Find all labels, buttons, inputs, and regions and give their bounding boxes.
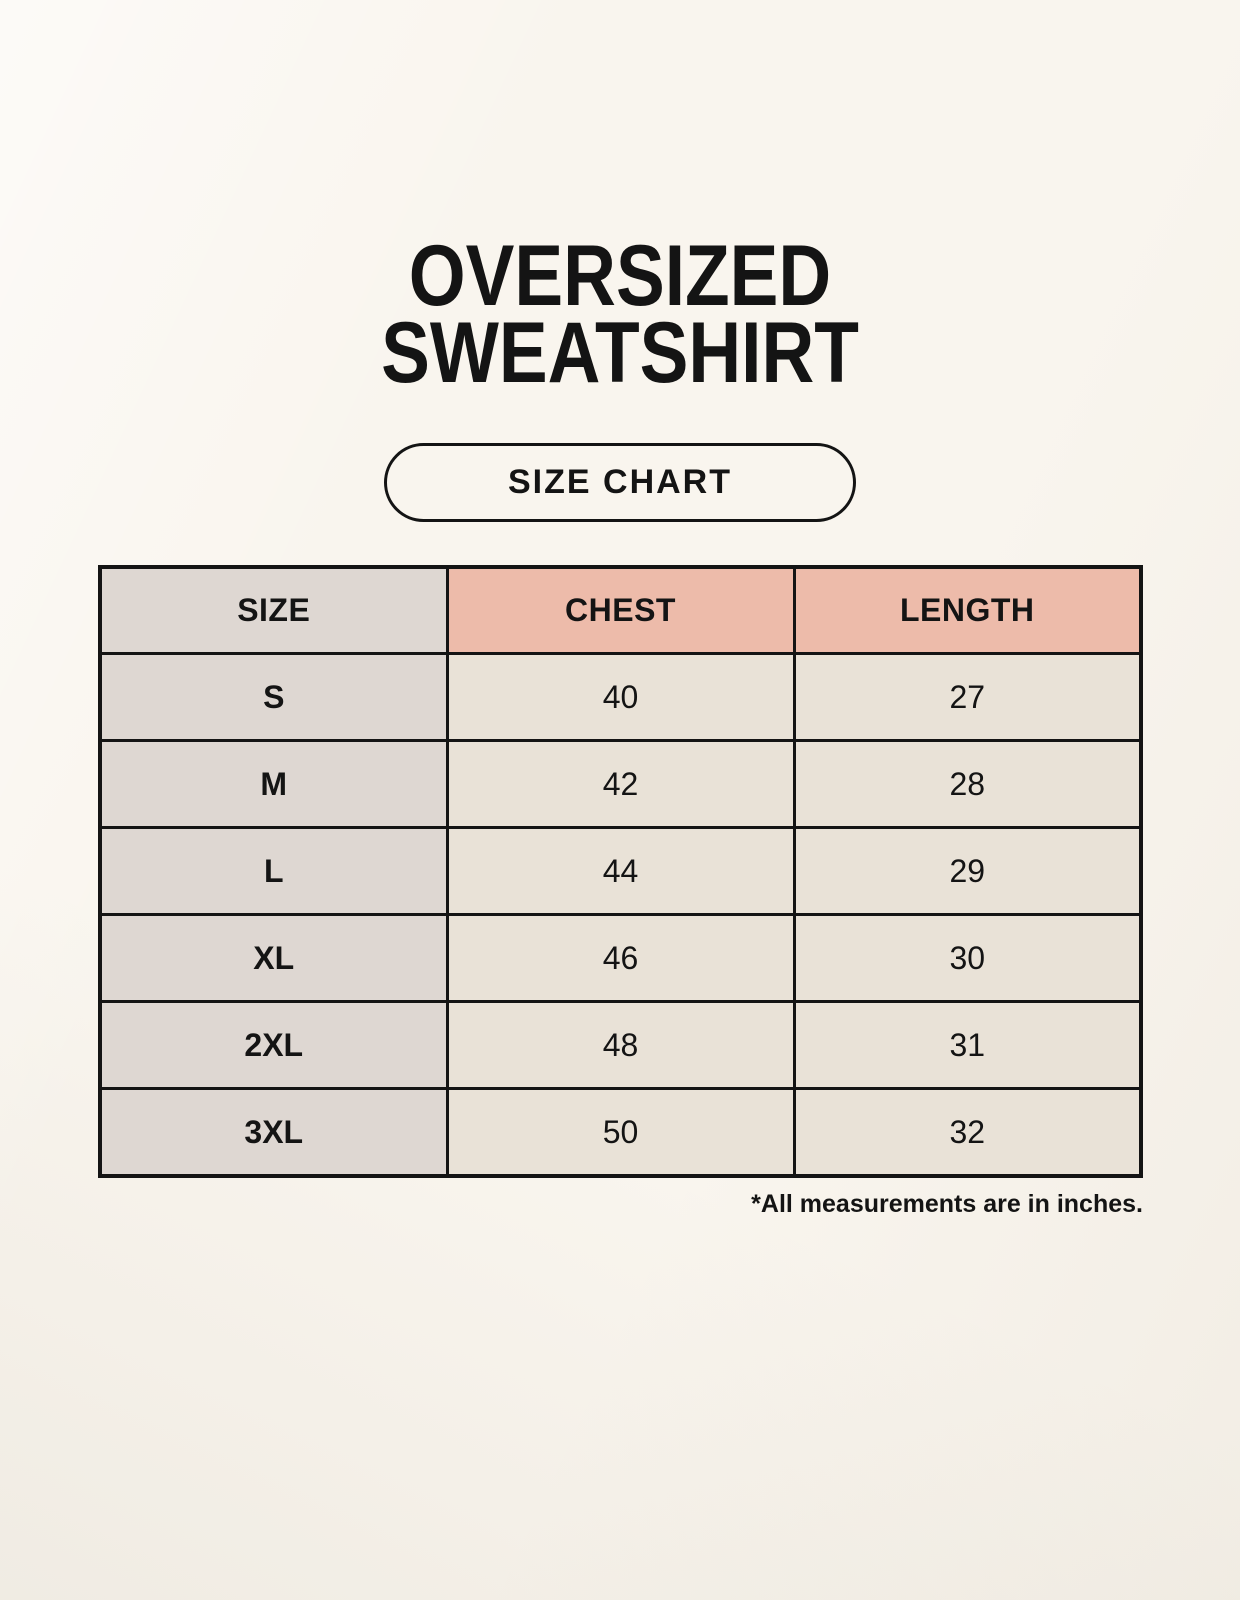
table-row: L 44 29 xyxy=(98,826,1143,917)
chest-value: 50 xyxy=(445,1087,796,1178)
measurements-footnote: *All measurements are in inches. xyxy=(751,1189,1143,1218)
product-title-line2: SWEATSHIRT xyxy=(381,305,859,402)
length-value: 27 xyxy=(792,652,1143,743)
size-chart-button-label: SIZE CHART xyxy=(508,462,732,501)
chest-value: 42 xyxy=(445,739,796,830)
chest-value: 48 xyxy=(445,1000,796,1091)
size-label: 2XL xyxy=(98,1000,449,1091)
column-header-length: LENGTH xyxy=(792,565,1143,656)
length-value: 28 xyxy=(792,739,1143,830)
size-label: XL xyxy=(98,913,449,1004)
table-row: 2XL 48 31 xyxy=(98,1000,1143,1091)
chest-value: 46 xyxy=(445,913,796,1004)
size-label: 3XL xyxy=(98,1087,449,1178)
size-label: S xyxy=(98,652,449,743)
size-chart-table: SIZE CHEST LENGTH S 40 27 M 42 28 L 44 2… xyxy=(98,564,1143,1178)
column-header-chest: CHEST xyxy=(445,565,796,656)
table-row: S 40 27 xyxy=(98,652,1143,743)
page-title: OVERSIZED SWEATSHIRT xyxy=(0,233,1240,396)
badge-row: SIZE CHART xyxy=(0,442,1240,522)
size-chart-button[interactable]: SIZE CHART xyxy=(384,442,856,522)
length-value: 30 xyxy=(792,913,1143,1004)
length-value: 32 xyxy=(792,1087,1143,1178)
length-value: 29 xyxy=(792,826,1143,917)
product-title: OVERSIZED SWEATSHIRT xyxy=(93,233,1147,396)
table-row: XL 46 30 xyxy=(98,913,1143,1004)
column-header-size: SIZE xyxy=(98,565,449,656)
size-label: M xyxy=(98,739,449,830)
table-row: 3XL 50 32 xyxy=(98,1087,1143,1178)
length-value: 31 xyxy=(792,1000,1143,1091)
table-row: M 42 28 xyxy=(98,739,1143,830)
table-header-row: SIZE CHEST LENGTH xyxy=(98,565,1143,656)
chest-value: 44 xyxy=(445,826,796,917)
product-title-line1: OVERSIZED xyxy=(408,228,832,324)
chest-value: 40 xyxy=(445,652,796,743)
size-label: L xyxy=(98,826,449,917)
